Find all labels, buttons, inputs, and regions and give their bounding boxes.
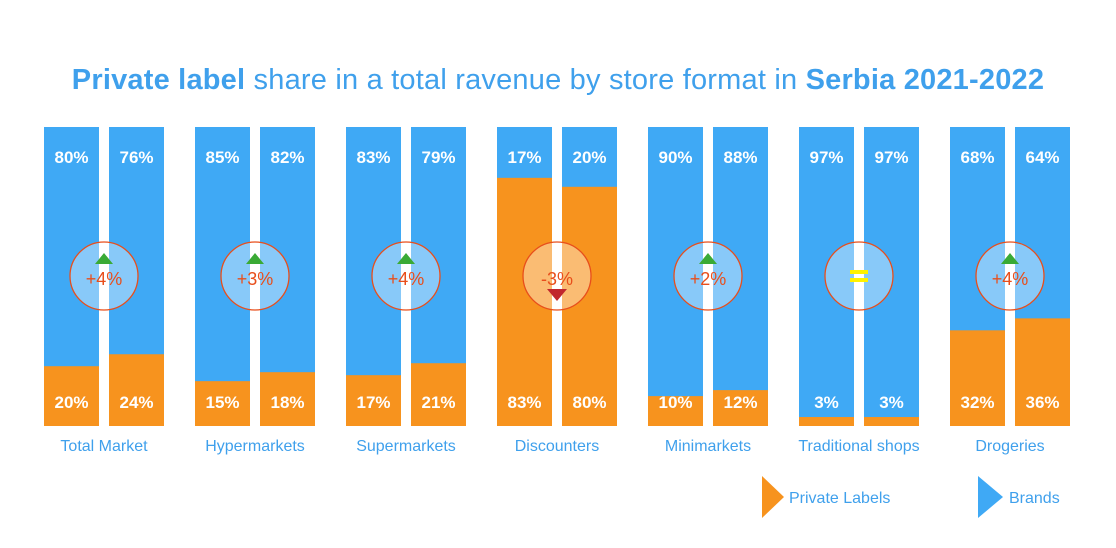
change-badge-minimarkets [673,241,743,311]
label-brands-hypermarkets-2022: 82% [270,148,304,167]
label-brands-hypermarkets-2021: 85% [205,148,239,167]
label-brands-drogeries-2021: 68% [960,148,994,167]
change-value-drogeries: +4% [992,269,1029,289]
bar-brands-traditional-shops-2022 [864,127,919,426]
category-label-minimarkets: Minimarkets [665,438,751,455]
bar-brands-minimarkets-2022 [713,127,768,426]
bar-brands-minimarkets-2021 [648,127,703,426]
label-private-labels-hypermarkets-2021: 15% [205,393,239,412]
label-private-labels-minimarkets-2021: 10% [658,393,692,412]
legend-swatch-private-labels [762,476,784,518]
change-badge-discounters [522,241,592,311]
up-arrow-icon [246,253,264,264]
up-arrow-icon [699,253,717,264]
bar-brands-hypermarkets-2021 [195,127,250,426]
legend-label-private-labels: Private Labels [789,490,890,507]
legend-swatch-brands [978,476,1003,518]
up-arrow-icon [1001,253,1019,264]
bar-private-labels-supermarkets-2022 [411,363,466,426]
label-brands-discounters-2022: 20% [572,148,606,167]
down-arrow-icon [547,289,567,301]
label-brands-discounters-2021: 17% [507,148,541,167]
label-private-labels-supermarkets-2021: 17% [356,393,390,412]
change-badge-hypermarkets [220,241,290,311]
label-private-labels-discounters-2021: 83% [507,393,541,412]
bar-private-labels-hypermarkets-2021 [195,381,250,426]
category-label-discounters: Discounters [515,438,599,455]
bar-private-labels-minimarkets-2021 [648,396,703,426]
label-private-labels-total-market-2021: 20% [54,393,88,412]
bar-private-labels-hypermarkets-2022 [260,372,315,426]
legend-label-brands: Brands [1009,490,1060,507]
change-badge-supermarkets [371,241,441,311]
category-label-traditional-shops: Traditional shops [798,438,919,455]
change-value-minimarkets: +2% [690,269,727,289]
up-arrow-icon [95,253,113,264]
change-badge-total-market [69,241,139,311]
change-value-discounters: -3% [541,269,573,289]
bar-private-labels-total-market-2022 [109,354,164,426]
label-brands-drogeries-2022: 64% [1025,148,1059,167]
label-brands-minimarkets-2021: 90% [658,148,692,167]
label-private-labels-drogeries-2021: 32% [960,393,994,412]
change-value-supermarkets: +4% [388,269,425,289]
label-brands-supermarkets-2022: 79% [421,148,455,167]
label-brands-minimarkets-2022: 88% [723,148,757,167]
equal-icon-bottom [850,278,868,282]
bar-private-labels-supermarkets-2021 [346,375,401,426]
bar-private-labels-total-market-2021 [44,366,99,426]
label-private-labels-discounters-2022: 80% [572,393,606,412]
label-brands-supermarkets-2021: 83% [356,148,390,167]
bar-private-labels-discounters-2021 [497,177,552,426]
title-part-bold-2: Serbia 2021-2022 [805,64,1045,96]
label-private-labels-minimarkets-2022: 12% [723,393,757,412]
bar-private-labels-traditional-shops-2022 [864,417,919,426]
title-part-bold-1: Private label [71,64,246,96]
label-brands-total-market-2021: 80% [54,148,88,167]
category-label-hypermarkets: Hypermarkets [205,438,305,455]
label-private-labels-drogeries-2022: 36% [1025,393,1059,412]
bar-private-labels-drogeries-2022 [1015,318,1070,426]
label-brands-traditional-shops-2021: 97% [809,148,843,167]
label-private-labels-hypermarkets-2022: 18% [270,393,304,412]
label-private-labels-traditional-shops-2021: 3% [814,393,839,412]
label-private-labels-total-market-2022: 24% [119,393,153,412]
label-private-labels-traditional-shops-2022: 3% [879,393,904,412]
bar-private-labels-minimarkets-2022 [713,390,768,426]
chart-title: Private label share in a total ravenue b… [0,64,1116,97]
title-part-regular: share in a total ravenue by store format… [245,64,806,96]
category-label-total-market: Total Market [60,438,148,455]
bar-brands-traditional-shops-2021 [799,127,854,426]
bar-private-labels-traditional-shops-2021 [799,417,854,426]
label-brands-total-market-2022: 76% [119,148,153,167]
bar-private-labels-drogeries-2021 [950,330,1005,426]
equal-icon-top [850,270,868,274]
change-badge-drogeries [975,241,1045,311]
change-badge-traditional-shops [824,241,894,311]
up-arrow-icon [397,253,415,264]
change-value-total-market: +4% [86,269,123,289]
category-label-supermarkets: Supermarkets [356,438,456,455]
label-brands-traditional-shops-2022: 97% [874,148,908,167]
category-label-drogeries: Drogeries [975,438,1044,455]
change-value-hypermarkets: +3% [237,269,274,289]
label-private-labels-supermarkets-2022: 21% [421,393,455,412]
